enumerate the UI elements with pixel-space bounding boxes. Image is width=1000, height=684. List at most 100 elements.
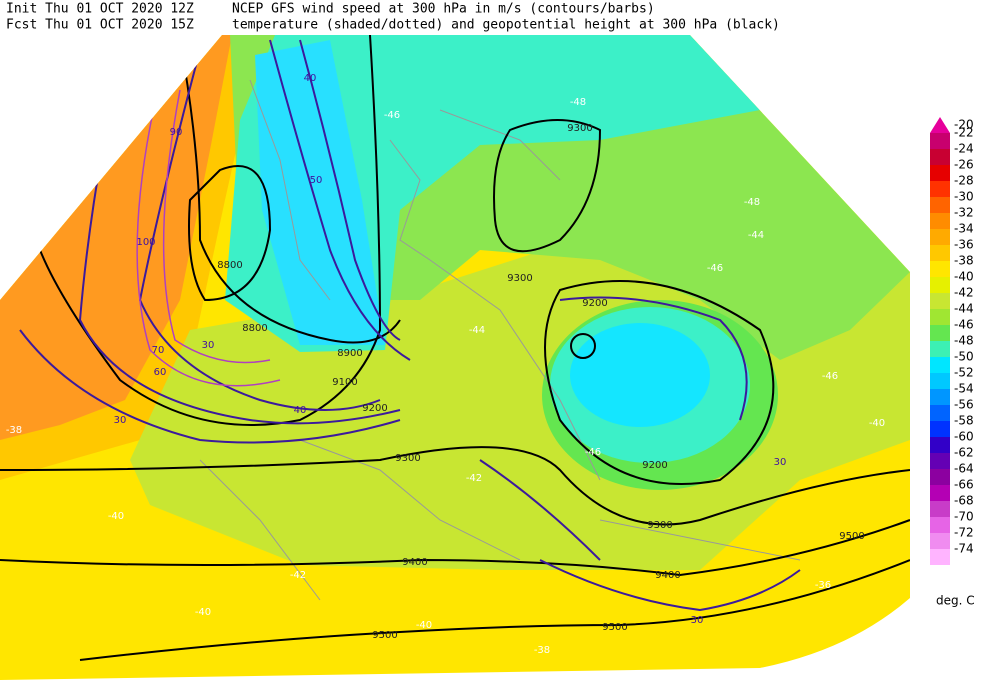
colorbar-swatch: [930, 149, 950, 165]
colorbar-label: -64: [954, 462, 974, 476]
temp-label: -38: [6, 425, 22, 436]
colorbar-label: -60: [954, 430, 974, 444]
contour-label: 9300: [507, 273, 532, 284]
colorbar-label: -20: [954, 118, 974, 132]
colorbar-label: -32: [954, 206, 974, 220]
colorbar-label: -66: [954, 478, 974, 492]
colorbar-swatch: [930, 181, 950, 197]
colorbar-swatch: [930, 325, 950, 341]
contour-label: 8800: [217, 260, 242, 271]
colorbar-swatch: [930, 501, 950, 517]
temp-label: -48: [744, 197, 760, 208]
colorbar-label: -38: [954, 254, 974, 268]
colorbar-swatch: [930, 533, 950, 549]
colorbar-label: -36: [954, 238, 974, 252]
temp-label: -44: [469, 325, 485, 336]
colorbar-label: -70: [954, 510, 974, 524]
wind-label: 100: [136, 237, 155, 248]
colorbar-label: -56: [954, 398, 974, 412]
contour-label: 9200: [362, 403, 387, 414]
colorbar-label: -40: [954, 270, 974, 284]
wind-label: 30: [691, 615, 704, 626]
wind-label: 70: [152, 345, 165, 356]
contour-label: 9400: [402, 557, 427, 568]
temp-label: -46: [822, 371, 838, 382]
wind-label: 40: [304, 73, 317, 84]
colorbar-label: -62: [954, 446, 974, 460]
colorbar-swatch: [930, 309, 950, 325]
temp-label: -38: [534, 645, 550, 656]
colorbar-swatch: [930, 229, 950, 245]
colorbar-label: -52: [954, 366, 974, 380]
colorbar-label: -34: [954, 222, 974, 236]
colorbar-swatch: [930, 277, 950, 293]
colorbar-label: -50: [954, 350, 974, 364]
contour-label: 9200: [642, 460, 667, 471]
colorbar-label: -48: [954, 334, 974, 348]
title-line-1: NCEP GFS wind speed at 300 hPa in m/s (c…: [232, 2, 655, 17]
contour-label: 9100: [332, 377, 357, 388]
wind-label: 30: [202, 340, 215, 351]
contour-label: 9300: [567, 123, 592, 134]
colorbar-swatch: [930, 437, 950, 453]
colorbar-swatch: [930, 341, 950, 357]
map-labels: 8800 8800 9300 9300 9200 9200 9300 9300 …: [6, 73, 885, 656]
colorbar-swatch: [930, 357, 950, 373]
wind-label: 30: [774, 457, 787, 468]
temp-label: -40: [108, 511, 124, 522]
colorbar-swatch: [930, 197, 950, 213]
temp-label: -40: [195, 607, 211, 618]
title-line-2: temperature (shaded/dotted) and geopoten…: [232, 18, 780, 33]
temp-label: -40: [869, 418, 885, 429]
colorbar-swatch: [930, 165, 950, 181]
wind-label: 90: [170, 127, 183, 138]
colorbar-swatch: [930, 373, 950, 389]
colorbar-label: -22: [954, 126, 974, 140]
forecast-time: Fcst Thu 01 OCT 2020 15Z: [6, 18, 194, 33]
contour-label: 8800: [242, 323, 267, 334]
contour-label: 9300: [647, 520, 672, 531]
wind-label: 60: [154, 367, 167, 378]
colorbar-label: -58: [954, 414, 974, 428]
colorbar-swatch: [930, 133, 950, 149]
colorbar-swatch: [930, 421, 950, 437]
colorbar-label: -28: [954, 174, 974, 188]
init-time: Init Thu 01 OCT 2020 12Z: [6, 2, 194, 17]
contour-label: 9500: [602, 622, 627, 633]
temp-label: -48: [570, 97, 586, 108]
temp-label: -46: [585, 447, 601, 458]
wind-label: 40: [294, 405, 307, 416]
wind-label: 30: [114, 415, 127, 426]
colorbar-swatch: [930, 213, 950, 229]
colorbar-label: -42: [954, 286, 974, 300]
colorbar-swatch: [930, 117, 950, 133]
colorbar-swatch: [930, 485, 950, 501]
colorbar-unit: deg. C: [936, 594, 975, 608]
temp-label: -46: [707, 263, 723, 274]
contour-label: 9400: [655, 570, 680, 581]
contour-label: 9500: [372, 630, 397, 641]
colorbar-label: -54: [954, 382, 974, 396]
contour-label: 9500: [839, 531, 864, 542]
colorbar-label: -24: [954, 142, 974, 156]
colorbar-label: -44: [954, 302, 974, 316]
colorbar-label: -46: [954, 318, 974, 332]
colorbar-swatch: [930, 405, 950, 421]
colorbar-swatch: [930, 549, 950, 565]
temp-label: -46: [384, 110, 400, 121]
colorbar-label: -72: [954, 526, 974, 540]
temp-label: -44: [748, 230, 764, 241]
colorbar-label: -74: [954, 542, 974, 556]
wind-label: 50: [310, 175, 323, 186]
temp-label: -42: [290, 570, 306, 581]
contour-label: 9200: [582, 298, 607, 309]
colorbar-swatch: [930, 293, 950, 309]
colorbar-swatch: [930, 245, 950, 261]
colorbar-swatch: [930, 389, 950, 405]
colorbar-swatch: [930, 469, 950, 485]
contour-label: 8900: [337, 348, 362, 359]
temp-label: -40: [416, 620, 432, 631]
colorbar-swatch: [930, 261, 950, 277]
